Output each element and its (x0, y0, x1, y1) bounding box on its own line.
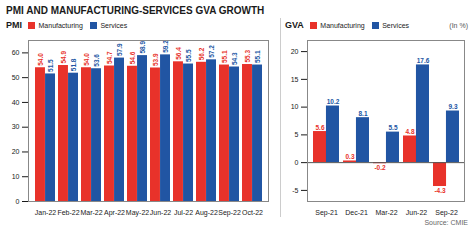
svg-text:0.3: 0.3 (345, 153, 354, 160)
svg-text:55.3: 55.3 (244, 49, 251, 62)
svg-text:53.6: 53.6 (93, 54, 100, 67)
html-text:(In %): (In %) (449, 21, 468, 29)
svg-text:Oct-22: Oct-22 (242, 209, 263, 216)
svg-text:-4.3: -4.3 (434, 187, 446, 194)
svg-text:54.3: 54.3 (231, 52, 238, 65)
svg-text:54.0: 54.0 (83, 53, 90, 66)
svg-text:5.6: 5.6 (315, 124, 324, 131)
svg-text:15: 15 (291, 76, 299, 83)
svg-text:Apr-22: Apr-22 (104, 209, 125, 217)
svg-text:58.9: 58.9 (139, 41, 146, 54)
svg-text:Sep-21: Sep-21 (315, 209, 338, 217)
html-text:Manufacturing: Manufacturing (38, 21, 83, 29)
svg-text:54.7: 54.7 (106, 51, 113, 64)
svg-text:56.4: 56.4 (175, 47, 182, 60)
svg-text:10.2: 10.2 (327, 98, 340, 105)
svg-text:Feb-22: Feb-22 (57, 209, 79, 216)
svg-text:51.8: 51.8 (70, 58, 77, 71)
svg-text:53.9: 53.9 (152, 53, 159, 66)
svg-text:56.2: 56.2 (198, 47, 205, 60)
svg-text:Jun-22: Jun-22 (406, 209, 428, 216)
svg-text:Sep-22: Sep-22 (435, 209, 458, 217)
svg-text:30: 30 (12, 123, 20, 130)
html-text:GVA: GVA (285, 20, 304, 30)
svg-text:Mar-22: Mar-22 (375, 209, 397, 216)
html-text:Services: Services (382, 21, 409, 29)
html-text:Manufacturing: Manufacturing (320, 21, 365, 29)
svg-text:8.1: 8.1 (358, 110, 367, 117)
svg-text:20: 20 (12, 148, 20, 155)
svg-text:54.9: 54.9 (60, 50, 67, 63)
svg-text:54.6: 54.6 (129, 51, 136, 64)
svg-text:4.8: 4.8 (405, 128, 414, 135)
html-text:Services: Services (100, 21, 128, 29)
svg-text:-0.2: -0.2 (374, 164, 386, 171)
svg-text:57.9: 57.9 (116, 43, 123, 56)
svg-text:May-22: May-22 (126, 209, 149, 217)
svg-text:55.1: 55.1 (221, 50, 228, 63)
svg-text:5: 5 (295, 131, 299, 138)
svg-text:Mar-22: Mar-22 (80, 209, 102, 216)
svg-text:10: 10 (291, 103, 299, 110)
svg-text:Jan-22: Jan-22 (35, 209, 57, 216)
svg-text:0: 0 (16, 198, 20, 205)
svg-text:10: 10 (12, 173, 20, 180)
svg-text:5.5: 5.5 (388, 124, 397, 131)
svg-text:54.0: 54.0 (37, 53, 44, 66)
svg-text:55.5: 55.5 (185, 49, 192, 62)
svg-text:-5: -5 (292, 187, 298, 194)
html-text:Source: CMIE: Source: CMIE (424, 219, 468, 226)
svg-text:Jul-22: Jul-22 (174, 209, 193, 216)
html-text:PMI: PMI (6, 20, 22, 30)
svg-text:Jun-22: Jun-22 (150, 209, 172, 216)
svg-text:17.6: 17.6 (417, 57, 430, 64)
svg-text:51.5: 51.5 (47, 59, 54, 72)
svg-text:Sep-22: Sep-22 (218, 209, 241, 217)
svg-text:50: 50 (12, 74, 20, 81)
html-text:PMI AND MANUFACTURING-SERVICES: PMI AND MANUFACTURING-SERVICES GVA GROWT… (6, 5, 265, 16)
svg-text:60: 60 (12, 49, 20, 56)
svg-text:Aug-22: Aug-22 (195, 209, 218, 217)
svg-text:0: 0 (295, 159, 299, 166)
svg-text:40: 40 (12, 99, 20, 106)
svg-text:Dec-21: Dec-21 (345, 209, 368, 216)
svg-text:20: 20 (291, 48, 299, 55)
svg-text:9.3: 9.3 (448, 103, 457, 110)
svg-text:55.1: 55.1 (254, 50, 261, 63)
svg-text:59.2: 59.2 (162, 40, 169, 53)
svg-text:57.2: 57.2 (208, 45, 215, 58)
